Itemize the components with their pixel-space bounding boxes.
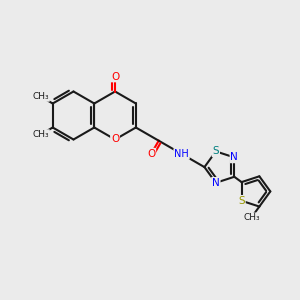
Text: S: S xyxy=(212,146,219,156)
Text: S: S xyxy=(238,196,245,206)
Text: O: O xyxy=(111,134,119,145)
Text: CH₃: CH₃ xyxy=(243,213,260,222)
Text: N: N xyxy=(230,152,238,162)
Text: NH: NH xyxy=(174,149,189,159)
Text: O: O xyxy=(111,71,119,82)
Text: O: O xyxy=(147,149,155,159)
Text: N: N xyxy=(212,178,220,188)
Text: CH₃: CH₃ xyxy=(33,130,49,139)
Text: CH₃: CH₃ xyxy=(33,92,49,101)
